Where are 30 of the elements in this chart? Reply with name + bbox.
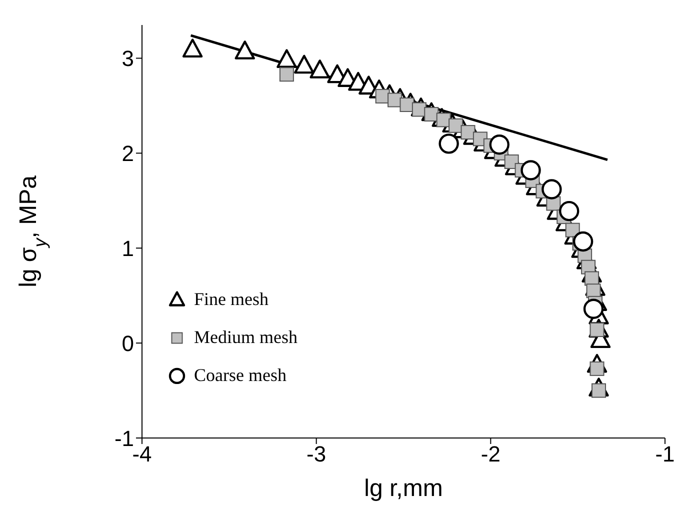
legend-label: Medium mesh — [194, 326, 298, 348]
y-tick-label: 0 — [122, 330, 134, 356]
point — [436, 112, 451, 128]
legend-label: Coarse mesh — [194, 364, 286, 386]
point — [294, 54, 314, 74]
point — [424, 106, 439, 122]
x-tick-label: -4 — [132, 442, 152, 467]
point — [276, 49, 297, 68]
legend-label: Fine mesh — [194, 288, 268, 310]
point — [234, 40, 255, 60]
y-tick-label: 3 — [122, 46, 134, 72]
point — [559, 200, 580, 222]
point — [279, 67, 294, 82]
point — [448, 118, 464, 133]
x-tick-label: -3 — [306, 442, 326, 467]
point — [182, 38, 203, 58]
x-tick-label: -2 — [480, 442, 500, 467]
point — [542, 179, 562, 200]
x-axis-title: lg r,mm — [364, 475, 443, 502]
point — [400, 98, 414, 112]
x-tick-label: -1 — [655, 442, 675, 467]
point — [583, 298, 604, 319]
y-tick-label: -1 — [114, 426, 134, 451]
point — [460, 125, 476, 140]
y-tick-label: 1 — [122, 236, 134, 261]
point — [520, 160, 541, 180]
point — [310, 60, 330, 78]
point — [489, 134, 510, 155]
y-tick-label: 2 — [122, 140, 134, 166]
point — [572, 231, 594, 252]
